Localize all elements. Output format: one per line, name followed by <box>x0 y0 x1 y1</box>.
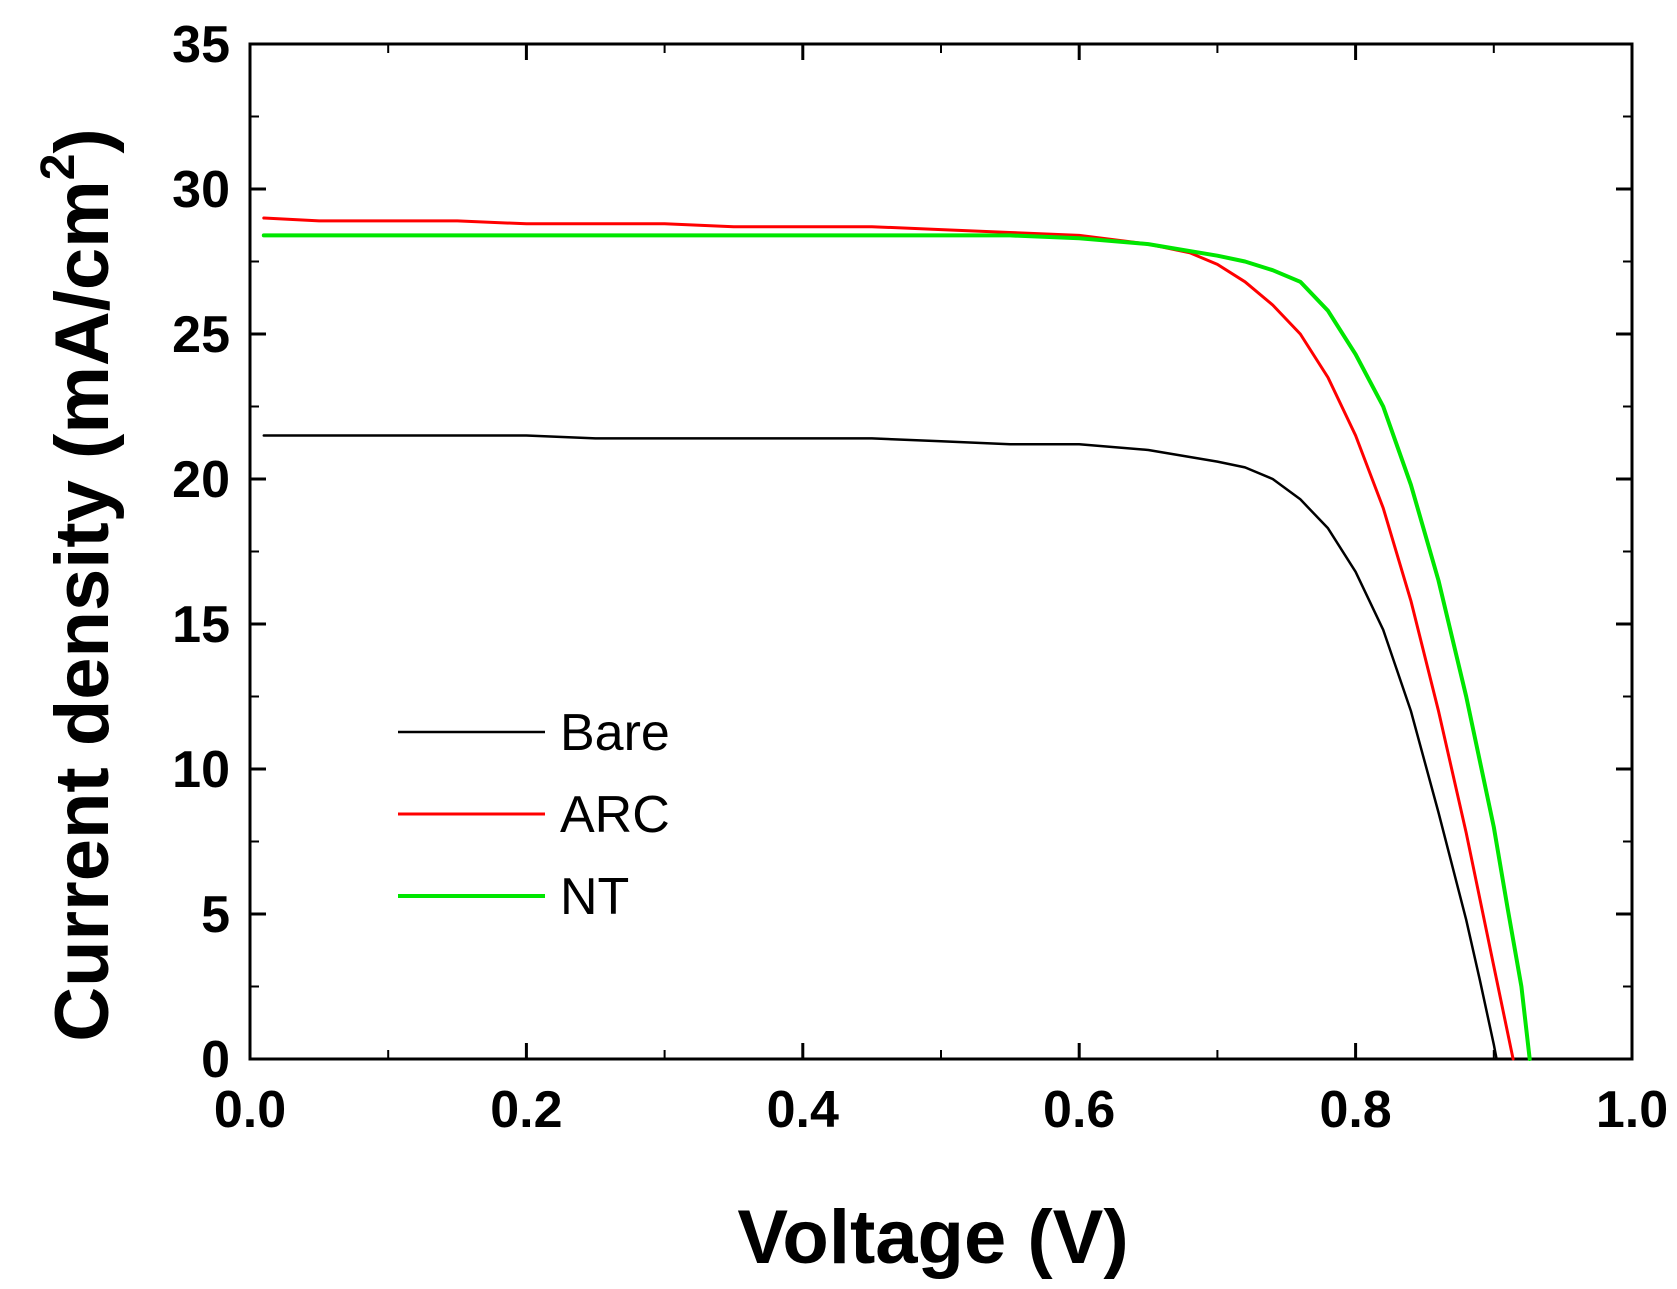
series-line-bare <box>262 434 1498 1061</box>
y-tick-label: 20 <box>172 451 230 509</box>
x-axis-title: Voltage (V) <box>737 1195 1128 1280</box>
x-tick-label: 0.4 <box>767 1081 839 1139</box>
series-line-nt <box>261 233 1532 1061</box>
y-tick-label: 15 <box>172 596 230 654</box>
y-tick-label: 30 <box>172 161 230 219</box>
y-axis-title-suffix: ) <box>40 128 125 153</box>
x-tick-label: 0.8 <box>1319 1081 1391 1139</box>
legend-label-arc: ARC <box>560 786 670 844</box>
y-tick-label: 0 <box>201 1031 230 1089</box>
axis-ticks: 0.0 0.2 0.4 0.6 0.8 1.0 0 5 10 15 20 25 30 35 <box>172 16 1668 1139</box>
legend-label-nt: NT <box>560 868 629 926</box>
series-line-arc <box>262 216 1515 1061</box>
y-tick-label: 35 <box>172 16 230 74</box>
y-tick-label: 10 <box>172 741 230 799</box>
x-tick-label: 0.6 <box>1043 1081 1115 1139</box>
y-axis-title-superscript: 2 <box>32 154 85 181</box>
data-series <box>261 216 1532 1061</box>
x-tick-label: 1.0 <box>1596 1081 1668 1139</box>
legend-label-bare: Bare <box>560 704 670 762</box>
legend: Bare ARC NT <box>398 704 670 926</box>
y-tick-label: 5 <box>201 886 230 944</box>
plot-frame-border <box>248 42 1634 1061</box>
y-tick-label: 25 <box>172 306 230 364</box>
y-axis-title-main: Current density (mA/cm <box>40 180 125 1042</box>
x-tick-label: 0.2 <box>490 1081 562 1139</box>
plot-frame <box>248 42 1634 1061</box>
y-axis-title: Current density (mA/cm2) <box>32 128 125 1042</box>
x-tick-label: 0.0 <box>214 1081 286 1139</box>
